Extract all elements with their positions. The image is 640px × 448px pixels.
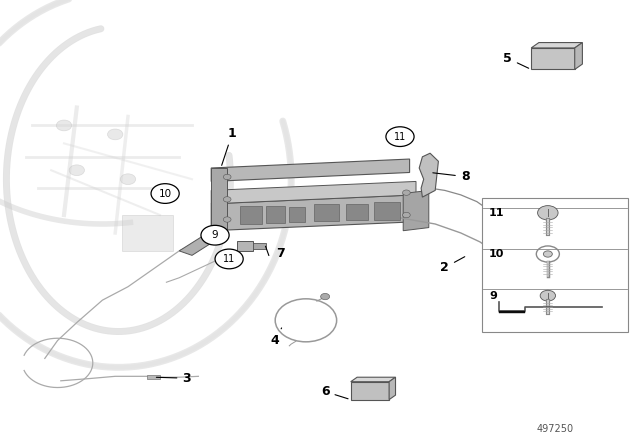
Text: 5: 5 [503,52,529,68]
Circle shape [540,290,556,301]
FancyBboxPatch shape [314,204,339,221]
Circle shape [223,217,231,222]
FancyBboxPatch shape [266,206,285,223]
Text: 10: 10 [159,189,172,198]
Circle shape [108,129,123,140]
Text: 10: 10 [489,249,504,259]
Polygon shape [179,231,227,255]
Polygon shape [253,243,266,249]
Text: 497250: 497250 [537,424,574,434]
Text: 7: 7 [276,247,285,260]
FancyBboxPatch shape [512,254,522,258]
Circle shape [215,249,243,269]
Circle shape [120,174,136,185]
Polygon shape [211,168,227,231]
Circle shape [223,174,231,180]
Circle shape [223,197,231,202]
Circle shape [403,212,410,218]
Text: 6: 6 [321,385,348,399]
Text: 2: 2 [440,257,465,274]
Polygon shape [211,181,416,204]
Text: 9: 9 [212,230,218,240]
FancyBboxPatch shape [495,210,506,214]
Circle shape [538,206,558,220]
Text: 11: 11 [223,254,236,264]
FancyBboxPatch shape [240,206,262,224]
Polygon shape [351,377,396,382]
Polygon shape [237,241,253,251]
Polygon shape [499,311,525,313]
Polygon shape [389,377,396,400]
FancyBboxPatch shape [482,198,628,332]
Circle shape [201,225,229,245]
Polygon shape [575,43,582,69]
Polygon shape [403,190,429,231]
Polygon shape [122,215,173,251]
Polygon shape [531,48,575,69]
Text: 11: 11 [489,208,504,218]
Text: 1: 1 [221,127,237,165]
Text: 3: 3 [156,372,191,385]
Polygon shape [531,43,582,48]
Circle shape [543,251,552,257]
Circle shape [403,190,410,195]
Text: 11: 11 [394,132,406,142]
Text: 9: 9 [489,291,497,301]
FancyBboxPatch shape [147,375,160,379]
Circle shape [321,293,330,300]
FancyBboxPatch shape [289,207,305,222]
Polygon shape [419,153,438,197]
Polygon shape [211,159,410,181]
Circle shape [69,165,84,176]
Polygon shape [211,195,416,231]
Circle shape [151,184,179,203]
Text: 4: 4 [271,328,282,347]
Text: 8: 8 [433,170,469,183]
FancyBboxPatch shape [374,202,400,220]
FancyBboxPatch shape [346,204,368,220]
Circle shape [56,120,72,131]
Circle shape [386,127,414,146]
Polygon shape [351,382,389,400]
